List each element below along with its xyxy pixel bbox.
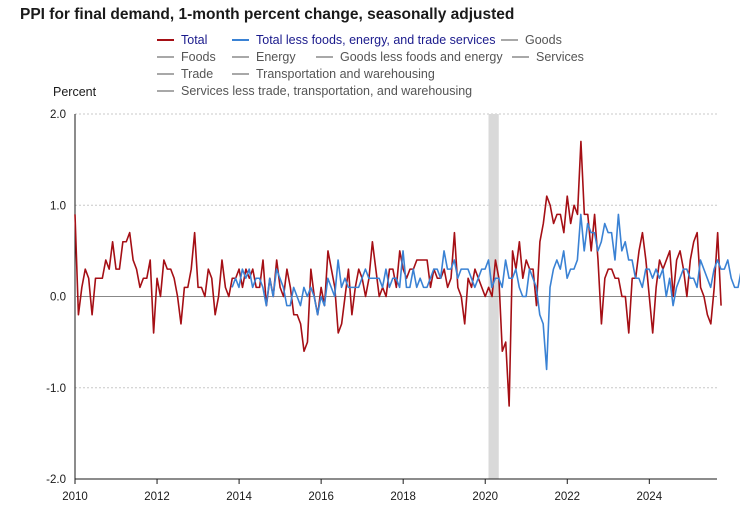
legend-swatch <box>232 73 249 75</box>
legend-swatch <box>157 56 174 58</box>
x-tick-label: 2024 <box>637 491 663 503</box>
legend-label: Goods less foods and energy <box>340 50 503 64</box>
y-tick-label: 2.0 <box>50 109 66 121</box>
legend-swatch <box>232 56 249 58</box>
legend-swatch <box>157 39 174 41</box>
y-tick-label: -2.0 <box>46 474 66 486</box>
legend-label: Trade <box>181 67 214 81</box>
legend-item-energy[interactable]: Energy <box>232 50 296 64</box>
x-tick-label: 2010 <box>62 491 88 503</box>
legend-item-services[interactable]: Services <box>512 50 584 64</box>
y-tick-label: 0.0 <box>50 292 66 304</box>
legend-item-services-less-trade-transportation-and-warehousing[interactable]: Services less trade, transportation, and… <box>157 84 472 98</box>
chart-title: PPI for final demand, 1-month percent ch… <box>20 6 515 23</box>
legend-item-total[interactable]: Total <box>157 33 207 47</box>
legend-swatch <box>512 56 529 58</box>
legend-item-goods[interactable]: Goods <box>501 33 562 47</box>
x-tick-label: 2014 <box>226 491 252 503</box>
legend-label: Transportation and warehousing <box>256 67 435 81</box>
legend-label: Energy <box>256 50 296 64</box>
legend: Total Total less foods, energy, and trade… <box>0 0 740 100</box>
legend-label: Total <box>181 33 208 47</box>
x-tick-label: 2018 <box>390 491 416 503</box>
series-layer <box>74 140 740 407</box>
x-tick-label: 2020 <box>472 491 498 503</box>
legend-swatch <box>316 56 333 58</box>
legend-item-transportation-and-warehousing[interactable]: Transportation and warehousing <box>232 67 435 81</box>
x-tick-label: 2012 <box>144 491 170 503</box>
y-tick-label: -1.0 <box>46 383 66 395</box>
y-axis-title: Percent <box>53 85 97 99</box>
legend-item-foods[interactable]: Foods <box>157 50 216 64</box>
series-line-total-less-foods-energy-trade <box>231 213 740 371</box>
legend-item-goods-less-foods-and-energy[interactable]: Goods less foods and energy <box>316 50 503 64</box>
legend-label: Total less foods, energy, and trade serv… <box>256 33 496 47</box>
axes: 2.0 1.0 0.0 -1.0 -2.0 2010 2012 2014 2016 2018 202… <box>46 109 717 503</box>
legend-label: Goods <box>525 33 562 47</box>
legend-swatch <box>157 73 174 75</box>
legend-swatch <box>157 90 174 92</box>
legend-swatch <box>232 39 249 41</box>
x-tick-label: 2016 <box>308 491 334 503</box>
series-line-total <box>74 140 722 407</box>
legend-label: Services <box>536 50 584 64</box>
legend-label: Services less trade, transportation, and… <box>181 84 473 98</box>
legend-label: Foods <box>181 50 216 64</box>
x-tick-label: 2022 <box>554 491 580 503</box>
legend-item-total-less-foods-energy-and-trade-services[interactable]: Total less foods, energy, and trade serv… <box>232 33 495 47</box>
legend-item-trade[interactable]: Trade <box>157 67 213 81</box>
legend-swatch <box>501 39 518 41</box>
y-tick-label: 1.0 <box>50 200 66 212</box>
gridlines <box>75 113 717 389</box>
